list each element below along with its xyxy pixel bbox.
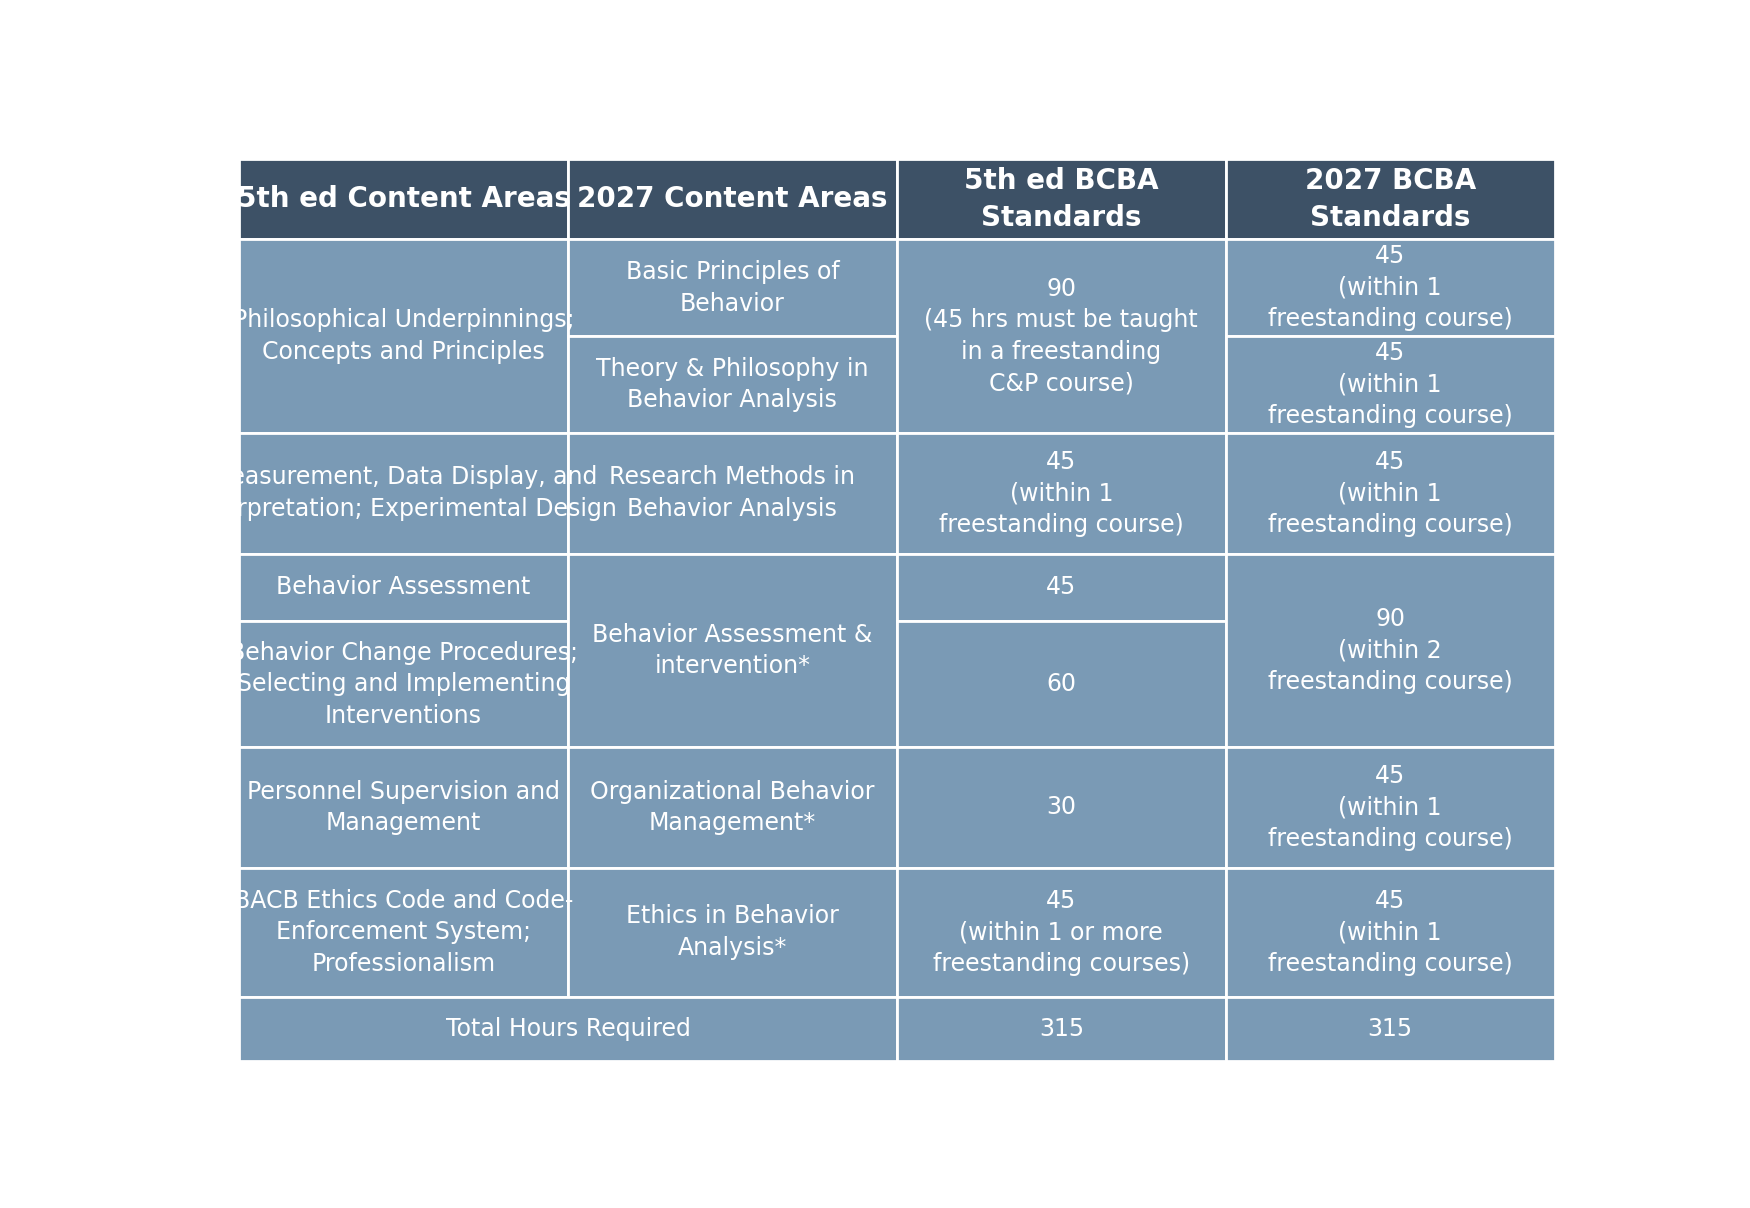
Text: Personnel Supervision and
Management: Personnel Supervision and Management bbox=[247, 779, 560, 835]
Text: 45
(within 1
freestanding course): 45 (within 1 freestanding course) bbox=[1267, 341, 1512, 428]
Bar bbox=[569, 432, 898, 553]
Text: 60: 60 bbox=[1046, 672, 1076, 696]
Text: Organizational Behavior
Management*: Organizational Behavior Management* bbox=[590, 779, 875, 835]
Bar bbox=[1225, 553, 1554, 747]
Bar bbox=[240, 621, 569, 747]
Text: Research Methods in
Behavior Analysis: Research Methods in Behavior Analysis bbox=[609, 465, 856, 521]
Bar bbox=[240, 997, 898, 1061]
Bar bbox=[1225, 747, 1554, 867]
Bar bbox=[898, 432, 1225, 553]
Bar bbox=[898, 159, 1225, 239]
Bar bbox=[240, 432, 569, 553]
Bar bbox=[1225, 239, 1554, 336]
Text: 2027 BCBA
Standards: 2027 BCBA Standards bbox=[1304, 167, 1475, 232]
Text: 90
(within 2
freestanding course): 90 (within 2 freestanding course) bbox=[1267, 606, 1512, 693]
Text: Basic Principles of
Behavior: Basic Principles of Behavior bbox=[625, 260, 840, 315]
Bar bbox=[1225, 867, 1554, 997]
Bar bbox=[898, 239, 1225, 432]
Text: 45
(within 1
freestanding course): 45 (within 1 freestanding course) bbox=[1267, 244, 1512, 331]
Text: 45
(within 1
freestanding course): 45 (within 1 freestanding course) bbox=[1267, 889, 1512, 976]
Text: Philosophical Underpinnings;
Concepts and Principles: Philosophical Underpinnings; Concepts an… bbox=[233, 308, 574, 364]
Bar bbox=[569, 867, 898, 997]
Bar bbox=[1225, 432, 1554, 553]
Bar bbox=[898, 553, 1225, 621]
Bar bbox=[240, 239, 569, 432]
Bar bbox=[240, 553, 569, 621]
Text: 45
(within 1 or more
freestanding courses): 45 (within 1 or more freestanding course… bbox=[933, 889, 1190, 976]
Text: Theory & Philosophy in
Behavior Analysis: Theory & Philosophy in Behavior Analysis bbox=[597, 356, 868, 412]
Bar bbox=[240, 159, 569, 239]
Text: Behavior Assessment &
intervention*: Behavior Assessment & intervention* bbox=[592, 622, 873, 678]
Bar bbox=[569, 336, 898, 432]
Text: Total Hours Required: Total Hours Required bbox=[446, 1017, 691, 1041]
Text: 5th ed Content Areas: 5th ed Content Areas bbox=[236, 185, 570, 213]
Text: 90
(45 hrs must be taught
in a freestanding
C&P course): 90 (45 hrs must be taught in a freestand… bbox=[924, 277, 1199, 395]
Bar bbox=[898, 747, 1225, 867]
Bar bbox=[898, 621, 1225, 747]
Text: Behavior Assessment: Behavior Assessment bbox=[276, 575, 530, 599]
Text: Measurement, Data Display, and
Interpretation; Experimental Design: Measurement, Data Display, and Interpret… bbox=[191, 465, 616, 521]
Text: Behavior Change Procedures;
Selecting and Implementing
Interventions: Behavior Change Procedures; Selecting an… bbox=[229, 640, 578, 727]
Bar bbox=[898, 997, 1225, 1061]
Text: 30: 30 bbox=[1046, 795, 1076, 819]
Bar bbox=[1225, 336, 1554, 432]
Text: Ethics in Behavior
Analysis*: Ethics in Behavior Analysis* bbox=[626, 905, 838, 960]
Text: BACB Ethics Code and Code-
Enforcement System;
Professionalism: BACB Ethics Code and Code- Enforcement S… bbox=[234, 889, 574, 976]
Text: 45
(within 1
freestanding course): 45 (within 1 freestanding course) bbox=[940, 449, 1183, 536]
Bar bbox=[569, 747, 898, 867]
Bar bbox=[898, 867, 1225, 997]
Bar bbox=[569, 239, 898, 336]
Text: 315: 315 bbox=[1040, 1017, 1083, 1041]
Bar bbox=[1225, 159, 1554, 239]
Bar bbox=[569, 553, 898, 747]
Text: 45
(within 1
freestanding course): 45 (within 1 freestanding course) bbox=[1267, 763, 1512, 850]
Text: 2027 Content Areas: 2027 Content Areas bbox=[578, 185, 887, 213]
Bar bbox=[1225, 997, 1554, 1061]
Bar bbox=[240, 867, 569, 997]
Text: 45
(within 1
freestanding course): 45 (within 1 freestanding course) bbox=[1267, 449, 1512, 536]
Text: 5th ed BCBA
Standards: 5th ed BCBA Standards bbox=[964, 167, 1158, 232]
Bar bbox=[240, 747, 569, 867]
Text: 45: 45 bbox=[1046, 575, 1076, 599]
Text: 315: 315 bbox=[1368, 1017, 1412, 1041]
Bar bbox=[569, 159, 898, 239]
